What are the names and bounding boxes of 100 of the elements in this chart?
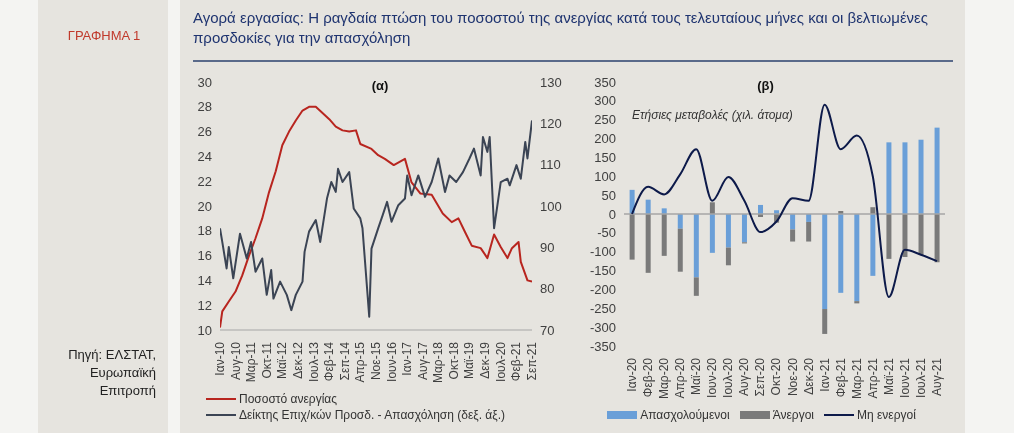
legend-label: Άνεργοι [772, 408, 814, 422]
y-tick-label: -250 [589, 300, 616, 316]
y-tick-label: 22 [197, 173, 212, 189]
bar [902, 214, 908, 257]
bar [693, 214, 699, 278]
x-tick-label: Οκτ-20 [769, 357, 784, 396]
bar [870, 214, 876, 276]
x-tick-label: Μαϊ-12 [275, 341, 290, 379]
y-tick-label: 0 [608, 206, 616, 222]
x-tick-label: Οκτ-11 [259, 341, 274, 379]
x-tick-label: Ιουλ-21 [913, 357, 928, 398]
y2-tick-label: 80 [540, 281, 555, 297]
bar [677, 228, 683, 272]
bar [709, 214, 715, 253]
x-tick-label: Μαϊ-21 [881, 357, 896, 395]
bar [822, 309, 828, 334]
y-tick-label: 100 [594, 168, 616, 184]
y-tick-label: -300 [589, 319, 616, 335]
x-tick-label: Φεβ-21 [509, 341, 524, 382]
bar [741, 214, 747, 243]
bar [918, 214, 924, 256]
x-tick-label: Αυγ-17 [415, 341, 430, 380]
bar [886, 142, 892, 214]
bar [725, 214, 731, 248]
bar [693, 277, 699, 296]
x-tick-label: Δεκ-19 [478, 341, 493, 379]
legend-label: Δείκτης Επιχ/κών Προσδ. - Απασχόληση (δεξ. άξ.) [239, 408, 505, 422]
y-tick-label: -50 [597, 225, 616, 241]
legend-label: Απασχολούμενοι [640, 408, 730, 422]
y-tick-label: 200 [594, 131, 616, 147]
x-tick-label: Σεπ-14 [337, 341, 352, 381]
x-tick-label: Απρ-15 [353, 341, 368, 383]
legend-label: Μη ενεργοί [856, 408, 916, 422]
x-tick-label: Αυγ-21 [929, 357, 944, 396]
bar [902, 142, 908, 214]
y-tick-label: -350 [589, 338, 616, 354]
x-tick-label: Μαϊ-19 [462, 341, 477, 379]
y2-tick-label: 130 [540, 74, 562, 90]
x-tick-label: Ιαν-20 [625, 357, 640, 392]
x-tick-label: Απρ-21 [865, 357, 880, 399]
bar [806, 221, 812, 242]
annotation: Ετήσιες μεταβολές (χιλ. άτομα) [632, 108, 793, 122]
y-tick-label: 10 [197, 322, 212, 338]
text: Πηγή: ΕΛΣΤΑΤ, Ευρωπαϊκή Επιτροπή [67, 346, 156, 400]
y-tick-label: -150 [589, 263, 616, 279]
x-tick-label: Ιουλ-20 [721, 357, 736, 398]
x-tick-label: Δεκ-12 [290, 341, 305, 379]
bar [934, 127, 940, 214]
x-tick-label: Ιουλ-20 [493, 341, 508, 382]
text: Αγορά εργασίας: Η ραγδαία πτώση του ποσοστού της ανεργίας κατά τους τελευταίους μήνες και οι βελτιωμένες προσδοκίες για την απασχόληση [193, 8, 930, 48]
chart-title: (β) [757, 78, 774, 93]
y-tick-label: 50 [601, 187, 616, 203]
x-tick-label: Μαρ-21 [849, 357, 864, 400]
bar [645, 199, 651, 214]
y-tick-label: 300 [594, 93, 616, 109]
bar [838, 214, 844, 293]
y2-tick-label: 100 [540, 198, 562, 214]
bar [854, 214, 860, 302]
y2-tick-label: 110 [540, 157, 561, 173]
x-tick-label: Ιουν-21 [897, 357, 912, 398]
y2-tick-label: 120 [540, 115, 562, 131]
text: ΓΡΑΦΗΜΑ 1 [66, 28, 142, 43]
bar [661, 214, 667, 256]
y-tick-label: 26 [197, 124, 212, 140]
bar [934, 214, 940, 263]
y-tick-label: 150 [594, 150, 616, 166]
x-tick-label: Απρ-20 [673, 357, 688, 399]
x-tick-label: Ιουν-20 [705, 357, 720, 398]
x-tick-label: Δεκ-20 [801, 357, 816, 395]
x-tick-label: Αυγ-10 [228, 341, 243, 380]
line-series [631, 103, 938, 298]
x-tick-label: Ιαν-17 [400, 341, 415, 376]
bar [854, 301, 860, 304]
y-tick-label: 18 [197, 223, 212, 239]
bar [677, 214, 683, 229]
y-tick-label: 14 [197, 273, 212, 289]
y-tick-label: 30 [197, 74, 212, 90]
x-tick-label: Αυγ-20 [737, 357, 752, 396]
y-tick-label: 12 [197, 297, 212, 313]
y2-tick-label: 90 [540, 239, 555, 255]
y-tick-label: 16 [197, 248, 212, 264]
x-tick-label: Νοε-15 [368, 341, 383, 381]
x-tick-label: Σεπ-20 [753, 357, 768, 397]
y-tick-label: 28 [197, 99, 212, 115]
y2-tick-label: 70 [540, 322, 555, 338]
x-tick-label: Μαρ-11 [244, 341, 259, 383]
bar [629, 214, 635, 260]
bar [790, 229, 796, 242]
y-tick-label: -100 [589, 244, 616, 260]
x-tick-label: Φεβ-20 [641, 357, 656, 398]
chart-title: (α) [371, 78, 389, 93]
x-tick-label: Φεβ-14 [322, 341, 337, 382]
bar [822, 214, 828, 310]
x-tick-label: Μαρ-18 [431, 341, 446, 384]
x-tick-label: Ιαν-21 [817, 357, 832, 392]
bar [790, 214, 796, 230]
y-tick-label: -200 [589, 282, 616, 298]
x-tick-label: Ιαν-10 [213, 341, 227, 376]
x-tick-label: Οκτ-18 [446, 341, 461, 380]
y-tick-label: 24 [197, 149, 212, 165]
